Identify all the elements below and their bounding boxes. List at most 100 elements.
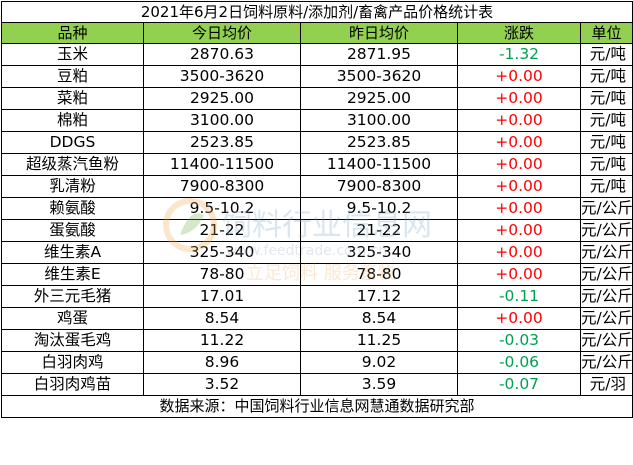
header-change: 涨跌 xyxy=(457,22,581,44)
cell-change: +0.00 xyxy=(457,153,581,176)
cell-name: 白羽肉鸡 xyxy=(1,351,144,374)
cell-change: -0.11 xyxy=(457,285,581,308)
table-row: 鸡蛋 8.54 8.54 +0.00 元/公斤 xyxy=(1,307,633,330)
cell-unit: 元/公斤 xyxy=(579,219,633,242)
cell-today: 21-22 xyxy=(143,219,301,242)
cell-yesterday: 3.59 xyxy=(300,373,458,396)
cell-unit: 元/公斤 xyxy=(579,285,633,308)
table-row: 超级蒸汽鱼粉 11400-11500 11400-11500 +0.00 元/吨 xyxy=(1,153,633,176)
cell-unit: 元/吨 xyxy=(579,65,633,88)
table-title-row: 2021年6月2日饲料原料/添加剂/畜禽产品价格统计表 xyxy=(0,1,633,23)
cell-name: 乳清粉 xyxy=(1,175,144,198)
cell-today: 2925.00 xyxy=(143,87,301,110)
cell-today: 8.54 xyxy=(143,307,301,330)
cell-name: 外三元毛猪 xyxy=(1,285,144,308)
cell-yesterday: 11400-11500 xyxy=(300,153,458,176)
cell-name: 菜粕 xyxy=(1,87,144,110)
cell-today: 2870.63 xyxy=(143,43,301,66)
footer-row: 数据来源：中国饲料行业信息网慧通数据研究部 xyxy=(0,395,633,418)
cell-today: 17.01 xyxy=(143,285,301,308)
cell-today: 8.96 xyxy=(143,351,301,374)
cell-yesterday: 325-340 xyxy=(300,241,458,264)
header-unit: 单位 xyxy=(579,22,633,44)
cell-name: 棉粕 xyxy=(1,109,144,132)
cell-change: -1.32 xyxy=(457,43,581,66)
cell-name: 蛋氨酸 xyxy=(1,219,144,242)
table-row: 赖氨酸 9.5-10.2 9.5-10.2 +0.00 元/公斤 xyxy=(1,197,633,220)
header-today: 今日均价 xyxy=(143,22,301,44)
cell-yesterday: 11.25 xyxy=(300,329,458,352)
cell-today: 9.5-10.2 xyxy=(143,197,301,220)
cell-today: 3.52 xyxy=(143,373,301,396)
cell-unit: 元/吨 xyxy=(579,153,633,176)
cell-name: 维生素A xyxy=(1,241,144,264)
cell-name: 淘汰蛋毛鸡 xyxy=(1,329,144,352)
cell-change: +0.00 xyxy=(457,307,581,330)
table-row: 乳清粉 7900-8300 7900-8300 +0.00 元/吨 xyxy=(1,175,633,198)
cell-change: +0.00 xyxy=(457,65,581,88)
cell-today: 11.22 xyxy=(143,329,301,352)
cell-yesterday: 9.5-10.2 xyxy=(300,197,458,220)
cell-unit: 元/公斤 xyxy=(579,241,633,264)
cell-name: 超级蒸汽鱼粉 xyxy=(1,153,144,176)
cell-change: +0.00 xyxy=(457,175,581,198)
cell-unit: 元/吨 xyxy=(579,175,633,198)
table-row: 蛋氨酸 21-22 21-22 +0.00 元/公斤 xyxy=(1,219,633,242)
cell-yesterday: 2523.85 xyxy=(300,131,458,154)
table-row: 玉米 2870.63 2871.95 -1.32 元/吨 xyxy=(1,43,633,66)
cell-unit: 元/公斤 xyxy=(579,263,633,286)
cell-unit: 元/吨 xyxy=(579,109,633,132)
cell-unit: 元/公斤 xyxy=(579,351,633,374)
table-row: 维生素E 78-80 78-80 +0.00 元/公斤 xyxy=(1,263,633,286)
table-row: 棉粕 3100.00 3100.00 +0.00 元/吨 xyxy=(1,109,633,132)
table-title: 2021年6月2日饲料原料/添加剂/畜禽产品价格统计表 xyxy=(0,1,633,23)
cell-unit: 元/公斤 xyxy=(579,307,633,330)
cell-today: 78-80 xyxy=(143,263,301,286)
cell-change: +0.00 xyxy=(457,241,581,264)
cell-yesterday: 9.02 xyxy=(300,351,458,374)
cell-yesterday: 78-80 xyxy=(300,263,458,286)
cell-today: 3100.00 xyxy=(143,109,301,132)
table-row: 菜粕 2925.00 2925.00 +0.00 元/吨 xyxy=(1,87,633,110)
cell-change: +0.00 xyxy=(457,109,581,132)
cell-yesterday: 2871.95 xyxy=(300,43,458,66)
table-row: 淘汰蛋毛鸡 11.22 11.25 -0.03 元/公斤 xyxy=(1,329,633,352)
cell-today: 11400-11500 xyxy=(143,153,301,176)
cell-yesterday: 2925.00 xyxy=(300,87,458,110)
table-row: 外三元毛猪 17.01 17.12 -0.11 元/公斤 xyxy=(1,285,633,308)
cell-name: 豆粕 xyxy=(1,65,144,88)
header-row: 品种 今日均价 昨日均价 涨跌 单位 xyxy=(1,22,633,44)
cell-unit: 元/羽 xyxy=(579,373,633,396)
cell-yesterday: 8.54 xyxy=(300,307,458,330)
table-row: 白羽肉鸡苗 3.52 3.59 -0.07 元/羽 xyxy=(1,373,633,396)
cell-today: 325-340 xyxy=(143,241,301,264)
cell-unit: 元/吨 xyxy=(579,87,633,110)
table-row: 豆粕 3500-3620 3500-3620 +0.00 元/吨 xyxy=(1,65,633,88)
cell-name: DDGS xyxy=(1,131,144,154)
cell-change: -0.03 xyxy=(457,329,581,352)
cell-yesterday: 21-22 xyxy=(300,219,458,242)
price-table: 2021年6月2日饲料原料/添加剂/畜禽产品价格统计表 品种 今日均价 昨日均价… xyxy=(0,1,633,418)
table-row: 维生素A 325-340 325-340 +0.00 元/公斤 xyxy=(1,241,633,264)
cell-change: +0.00 xyxy=(457,197,581,220)
cell-today: 3500-3620 xyxy=(143,65,301,88)
cell-unit: 元/公斤 xyxy=(579,197,633,220)
cell-name: 维生素E xyxy=(1,263,144,286)
cell-yesterday: 17.12 xyxy=(300,285,458,308)
cell-change: -0.06 xyxy=(457,351,581,374)
cell-yesterday: 7900-8300 xyxy=(300,175,458,198)
table-row: DDGS 2523.85 2523.85 +0.00 元/吨 xyxy=(1,131,633,154)
cell-change: -0.07 xyxy=(457,373,581,396)
cell-name: 白羽肉鸡苗 xyxy=(1,373,144,396)
cell-unit: 元/吨 xyxy=(579,43,633,66)
cell-change: +0.00 xyxy=(457,87,581,110)
cell-name: 鸡蛋 xyxy=(1,307,144,330)
cell-change: +0.00 xyxy=(457,263,581,286)
header-yesterday: 昨日均价 xyxy=(300,22,458,44)
header-name: 品种 xyxy=(1,22,144,44)
cell-unit: 元/公斤 xyxy=(579,329,633,352)
data-source-note: 数据来源：中国饲料行业信息网慧通数据研究部 xyxy=(0,395,633,418)
cell-name: 赖氨酸 xyxy=(1,197,144,220)
cell-change: +0.00 xyxy=(457,219,581,242)
cell-today: 2523.85 xyxy=(143,131,301,154)
